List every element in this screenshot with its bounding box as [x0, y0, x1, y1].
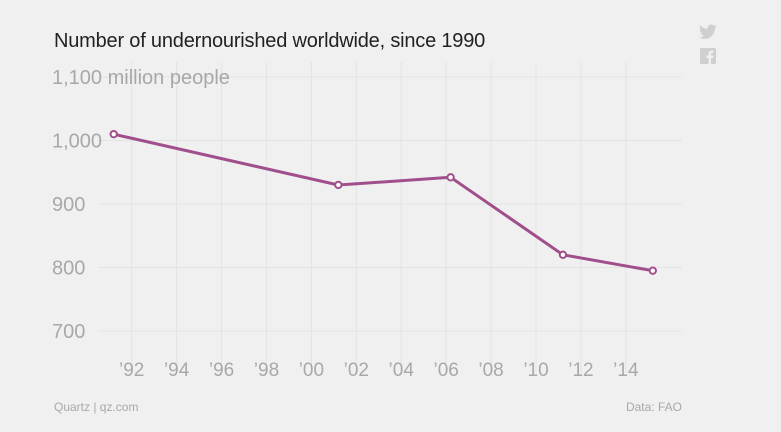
y-tick-label: 700 — [52, 321, 85, 343]
x-tick-label: ’00 — [299, 360, 324, 381]
data-point — [558, 250, 568, 260]
twitter-icon[interactable] — [699, 24, 717, 40]
y-tick-label: 1,100 million people — [52, 67, 230, 89]
credit-text: Quartz | qz.com — [54, 400, 139, 414]
data-point — [109, 129, 118, 139]
x-tick-label: ’06 — [433, 360, 458, 381]
data-point — [648, 266, 657, 275]
facebook-icon[interactable] — [699, 48, 717, 64]
data-points — [109, 129, 657, 275]
x-tick-label: ’94 — [164, 360, 190, 381]
series-line — [112, 132, 655, 273]
x-tick-label: ’92 — [119, 360, 144, 381]
source-text: Data: FAO — [625, 400, 682, 414]
x-tick-label: ’08 — [478, 360, 503, 381]
y-tick-label: 1,000 — [52, 131, 102, 153]
x-axis-ticks: ’92 ’94 ’96 ’98 ’00 ’02 ’04 ’06 ’08 ’10 ’12 ’14 — [119, 360, 639, 381]
data-point — [334, 180, 343, 190]
grid-layer — [98, 62, 682, 373]
x-tick-label: ’96 — [209, 360, 234, 381]
chart-title: Number of undernourished worldwide, sinc… — [54, 30, 486, 52]
x-tick-label: ’12 — [568, 360, 593, 381]
x-tick-label: ’98 — [254, 360, 279, 381]
data-point — [446, 173, 455, 182]
y-axis-ticks: 700 800 900 1,000 1,100 million people — [52, 67, 230, 343]
y-tick-label: 800 — [52, 258, 85, 280]
x-tick-label: ’10 — [523, 360, 548, 381]
x-tick-label: ’02 — [344, 360, 369, 381]
y-tick-label: 900 — [52, 194, 85, 216]
x-tick-label: ’14 — [613, 360, 639, 381]
x-tick-label: ’04 — [389, 360, 415, 381]
